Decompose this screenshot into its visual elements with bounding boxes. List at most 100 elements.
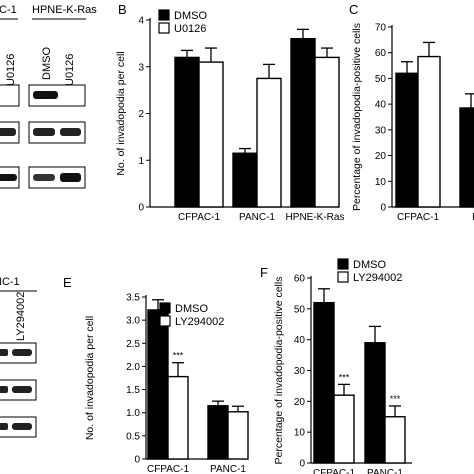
chart-b-bar-inhibitor [314, 56, 340, 208]
chart-f-bar-dmso [364, 342, 386, 464]
chart-f-bar-inhibitor [333, 394, 355, 464]
chart-e-y-tick-label: 2.0 [126, 362, 140, 373]
chart-c-y-tick-label: 60 [375, 48, 387, 59]
blot-bottom-row2-band-2 [12, 386, 32, 393]
blot-bottom-cropped-header: NC-1 [0, 276, 20, 288]
chart-f-y-tick-label: 10 [294, 428, 306, 439]
chart-f-significance-label: *** [339, 372, 350, 382]
blot-top-row3-band-1 [33, 174, 55, 181]
chart-f-bar-inhibitor [384, 416, 406, 464]
chart-c-y-tick-label: 50 [375, 74, 387, 85]
blot-top-row3-band-left [0, 174, 17, 181]
chart-e-bar-inhibitor [227, 411, 249, 460]
chart-b-y-tick-label: 4 [138, 16, 144, 27]
chart-b-legend-label-dmso: DMSO [174, 10, 207, 22]
blot-top-row2-frame [28, 121, 86, 144]
chart-b-category-label: HPNE-K-Ras [286, 212, 345, 223]
chart-e-legend-swatch-inhibitor [159, 315, 171, 327]
chart-f-y-axis-label: Percentage of invadopodia-positive cells [273, 277, 285, 465]
chart-b-bar-dmso [290, 38, 316, 208]
blot-top-cropped-lane-label: U0126 [5, 54, 17, 86]
chart-e-bar-dmso [207, 405, 229, 460]
chart-e-significance-label: *** [173, 351, 184, 361]
panel-letter-c: C [349, 2, 358, 17]
blot-top-row2-band-1 [33, 128, 55, 136]
chart-b-legend-label-inhibitor: U0126 [174, 23, 206, 35]
chart-e-legend-label-dmso: DMSO [175, 303, 208, 315]
blot-top-row1-frame-left [0, 84, 20, 107]
chart-e-y-tick-label: 0 [134, 455, 140, 466]
blot-top-row1-band-1 [33, 91, 58, 99]
chart-b-y-tick-label: 0 [138, 203, 144, 214]
chart-b-y-tick-label: 1 [138, 156, 144, 167]
chart-e-y-tick-label: 3.0 [126, 316, 140, 327]
blot-top-row2-band-2 [60, 128, 81, 136]
chart-e-legend-swatch-dmso [159, 302, 171, 314]
chart-b-legend-swatch-inhibitor [158, 22, 170, 34]
chart-f-y-tick-label: 30 [294, 366, 306, 377]
chart-e-y-tick-label: 2.5 [126, 339, 140, 350]
chart-f-y-tick-label: 0 [299, 459, 305, 470]
chart-b-y-tick-label: 3 [138, 62, 144, 73]
chart-f-legend-label-inhibitor: LY294002 [353, 272, 402, 284]
chart-b-legend-swatch-dmso [158, 9, 170, 21]
panel-letter-e: E [63, 275, 72, 290]
chart-f-y-tick-label: 60 [294, 274, 306, 285]
blot-top-row3-band-2 [60, 173, 81, 182]
chart-c-y-tick-label: 0 [380, 203, 386, 214]
chart-c: 0 10 20 30 40 50 60 70 Percentage of invadopodia… [351, 23, 474, 223]
chart-c-y-axis-label: Percentage of invadopodia-positive cells [351, 23, 363, 211]
chart-b-y-axis-label: No. of invadopodia per cell [115, 51, 127, 175]
western-blot-top: C-1 U0126 HPNE-K-Ras DMSO U0126 [0, 4, 97, 189]
chart-b-bar-dmso [174, 56, 200, 208]
blot-bottom-row1-band-2 [12, 349, 32, 356]
chart-f-legend-label-dmso: DMSO [353, 259, 386, 271]
chart-f-y-tick-label: 40 [294, 335, 306, 346]
chart-f-bar-dmso [313, 301, 335, 464]
chart-b-bar-inhibitor [198, 61, 224, 208]
chart-e-legend-label-inhibitor: LY294002 [175, 316, 224, 328]
blot-top-row3-frame [28, 166, 86, 189]
chart-b-category-label: CFPAC-1 [178, 212, 220, 223]
chart-e-y-tick-label: 3.5 [126, 293, 140, 304]
blot-top-lane-label-2: U0126 [64, 54, 76, 86]
blot-bottom-row3-band-2 [12, 423, 32, 430]
chart-e-bar-inhibitor [167, 375, 189, 460]
blot-top-group-label: HPNE-K-Ras [32, 4, 97, 16]
chart-c-y-tick-label: 30 [375, 125, 387, 136]
chart-c-bar-inhibitor [417, 55, 441, 208]
blot-bottom-row1-band-1 [0, 349, 8, 356]
chart-c-y-tick-label: 10 [375, 177, 387, 188]
chart-e: 0 0.5 1.0 1.5 2.0 2.5 3.0 3.5 No. of invadopodia… [84, 293, 249, 474]
chart-c-category-label: CFPAC-1 [397, 212, 439, 223]
blot-bottom-lane-label-1: LY294002 [15, 292, 27, 341]
chart-c-y-tick-label: 70 [375, 23, 387, 34]
chart-e-y-tick-label: 1.5 [126, 385, 140, 396]
chart-b-category-label: PANC-1 [239, 212, 275, 223]
chart-f-legend-swatch-inhibitor [337, 271, 349, 283]
chart-c-y-tick-label: 40 [375, 100, 387, 111]
chart-c-y-tick-label: 20 [375, 151, 387, 162]
chart-b-bar-dmso [232, 152, 258, 208]
blot-bottom-row2-band-1 [0, 386, 8, 393]
chart-e-y-axis-label: No. of invadopodia per cell [84, 316, 96, 440]
chart-c-bar-dmso [459, 107, 474, 208]
chart-c-category-label: PAN [472, 212, 474, 223]
chart-f-legend-swatch-dmso [337, 258, 349, 270]
chart-f-significance-label: *** [390, 394, 401, 404]
chart-b-bar-inhibitor [256, 77, 282, 208]
chart-e-category-label: PANC-1 [210, 464, 246, 474]
chart-b-y-tick-label: 2 [138, 109, 144, 120]
chart-f-category-label: PANC-1 [367, 468, 403, 474]
blot-top-cropped-header: C-1 [0, 4, 17, 16]
chart-f-category-label: CFPAC-1 [313, 468, 355, 474]
panel-letter-b: B [118, 2, 127, 17]
chart-f-y-tick-label: 50 [294, 304, 306, 315]
chart-e-y-tick-label: 0.5 [126, 431, 140, 442]
chart-e-y-tick-label: 1.0 [126, 408, 140, 419]
blot-top-lane-label-1: DMSO [41, 47, 53, 80]
chart-f-y-tick-label: 20 [294, 397, 306, 408]
blot-top-row2-band-left [0, 128, 16, 136]
western-blot-bottom: NC-1 LY294002 [0, 276, 37, 438]
